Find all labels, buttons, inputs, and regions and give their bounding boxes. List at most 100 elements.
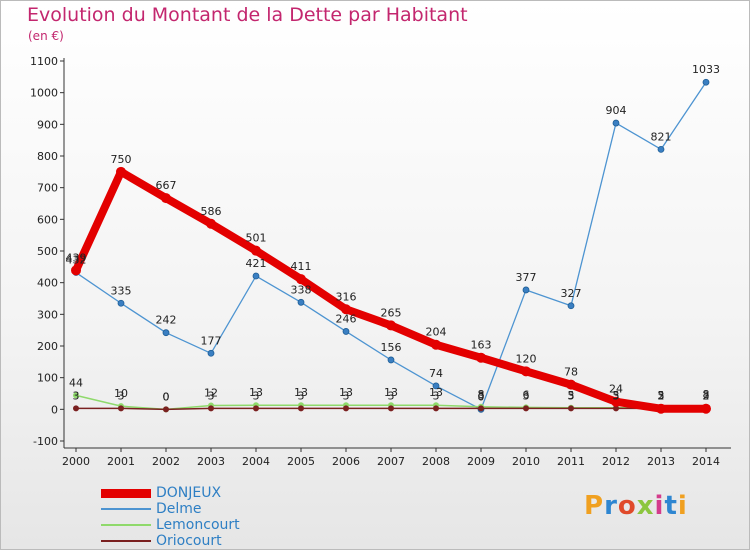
data-label-donjeux: 204 bbox=[426, 326, 447, 339]
data-label-lemoncourt: 12 bbox=[204, 387, 218, 400]
data-point-delme bbox=[387, 356, 395, 364]
data-point-oriocourt bbox=[298, 405, 304, 412]
data-label-oriocourt: 3 bbox=[658, 389, 665, 402]
data-label-donjeux: 265 bbox=[381, 306, 402, 319]
data-label-oriocourt: 3 bbox=[613, 389, 620, 402]
data-label-donjeux: 750 bbox=[111, 153, 132, 166]
data-label-donjeux: 411 bbox=[291, 260, 312, 273]
data-label-oriocourt: 3 bbox=[388, 389, 395, 402]
data-point-delme bbox=[657, 145, 665, 153]
x-tick-label: 2001 bbox=[107, 455, 135, 468]
data-point-delme bbox=[162, 329, 170, 337]
logo-letter: t bbox=[664, 491, 678, 521]
legend-swatch-donjeux bbox=[101, 488, 151, 498]
data-point-delme bbox=[702, 78, 710, 86]
data-label-lemoncourt: 6 bbox=[523, 388, 530, 401]
data-point-donjeux bbox=[251, 245, 261, 256]
data-label-oriocourt: 3 bbox=[208, 389, 215, 402]
data-label-delme: 821 bbox=[651, 130, 672, 143]
x-tick-label: 2006 bbox=[332, 455, 360, 468]
x-tick-label: 2008 bbox=[422, 455, 450, 468]
data-label-lemoncourt: 8 bbox=[478, 388, 485, 401]
logo-letter: o bbox=[617, 491, 637, 521]
data-label-donjeux: 24 bbox=[609, 383, 623, 396]
data-label-donjeux: 2 bbox=[703, 390, 710, 403]
x-tick-label: 2013 bbox=[647, 455, 675, 468]
data-point-donjeux bbox=[116, 166, 126, 177]
data-point-donjeux bbox=[431, 339, 441, 350]
data-label-delme: 0 bbox=[478, 390, 485, 403]
y-tick-label: 600 bbox=[37, 213, 58, 226]
data-point-lemoncourt bbox=[73, 392, 79, 399]
data-label-lemoncourt: 5 bbox=[568, 389, 575, 402]
data-label-delme: 1033 bbox=[692, 63, 720, 76]
data-label-lemoncourt: 13 bbox=[249, 386, 263, 399]
data-label-lemoncourt: 0 bbox=[163, 390, 170, 403]
x-tick-label: 2014 bbox=[692, 455, 720, 468]
legend-label-delme: Delme bbox=[156, 501, 202, 517]
data-point-oriocourt bbox=[388, 405, 394, 412]
x-tick-label: 2005 bbox=[287, 455, 315, 468]
data-label-oriocourt: 3 bbox=[568, 389, 575, 402]
data-label-donjeux: 439 bbox=[66, 251, 87, 264]
logo-letter: x bbox=[636, 491, 655, 521]
data-label-oriocourt: 3 bbox=[703, 389, 710, 402]
data-label-lemoncourt: 13 bbox=[384, 386, 398, 399]
data-label-lemoncourt: 10 bbox=[114, 387, 128, 400]
data-point-oriocourt bbox=[343, 405, 349, 412]
x-tick-label: 2007 bbox=[377, 455, 405, 468]
data-label-lemoncourt: 13 bbox=[294, 386, 308, 399]
data-point-donjeux bbox=[476, 352, 486, 363]
data-label-lemoncourt: 13 bbox=[429, 386, 443, 399]
data-label-donjeux: 2 bbox=[658, 390, 665, 403]
y-tick-label: 200 bbox=[37, 340, 58, 353]
data-point-oriocourt bbox=[568, 405, 574, 412]
data-label-delme: 246 bbox=[336, 312, 357, 325]
y-tick-label: 800 bbox=[37, 150, 58, 163]
data-label-oriocourt: 3 bbox=[253, 389, 260, 402]
legend-label-donjeux: DONJEUX bbox=[156, 485, 222, 501]
data-label-lemoncourt: 5 bbox=[613, 389, 620, 402]
data-label-oriocourt: 3 bbox=[523, 389, 530, 402]
data-point-delme bbox=[117, 299, 125, 307]
y-tick-label: 1000 bbox=[30, 87, 58, 100]
data-point-delme bbox=[297, 298, 305, 306]
data-label-oriocourt: 0 bbox=[163, 390, 170, 403]
data-point-oriocourt bbox=[163, 406, 169, 413]
chart-subtitle: (en €) bbox=[28, 29, 64, 43]
y-tick-label: 1100 bbox=[30, 55, 58, 68]
data-point-delme bbox=[432, 382, 440, 390]
data-point-donjeux bbox=[566, 379, 576, 390]
data-label-delme: 156 bbox=[381, 341, 402, 354]
data-label-donjeux: 667 bbox=[156, 179, 177, 192]
data-point-donjeux bbox=[386, 320, 396, 331]
data-point-oriocourt bbox=[118, 405, 124, 412]
data-label-donjeux: 316 bbox=[336, 290, 357, 303]
y-tick-label: 500 bbox=[37, 245, 58, 258]
data-point-oriocourt bbox=[208, 405, 214, 412]
data-point-delme bbox=[612, 119, 620, 127]
data-label-oriocourt: 3 bbox=[433, 389, 440, 402]
data-point-delme bbox=[567, 302, 575, 310]
data-point-delme bbox=[522, 286, 530, 294]
y-tick-label: 700 bbox=[37, 182, 58, 195]
data-point-delme bbox=[252, 272, 260, 280]
data-point-oriocourt bbox=[613, 405, 619, 412]
x-tick-label: 2009 bbox=[467, 455, 495, 468]
data-label-lemoncourt: 13 bbox=[339, 386, 353, 399]
data-point-delme bbox=[207, 349, 215, 357]
data-label-lemoncourt: 44 bbox=[69, 376, 83, 389]
legend-label-lemoncourt: Lemoncourt bbox=[156, 517, 240, 533]
data-point-oriocourt bbox=[253, 405, 259, 412]
data-label-oriocourt: 3 bbox=[478, 389, 485, 402]
logo-letter: i bbox=[677, 491, 688, 521]
data-label-delme: 338 bbox=[291, 283, 312, 296]
y-tick-label: 0 bbox=[51, 403, 58, 416]
data-point-delme bbox=[342, 328, 350, 335]
data-label-donjeux: 163 bbox=[471, 339, 492, 352]
y-tick-label: -100 bbox=[33, 435, 58, 448]
x-tick-label: 2010 bbox=[512, 455, 540, 468]
data-label-delme: 242 bbox=[156, 314, 177, 327]
data-point-donjeux bbox=[701, 403, 711, 414]
data-label-delme: 432 bbox=[66, 254, 87, 267]
